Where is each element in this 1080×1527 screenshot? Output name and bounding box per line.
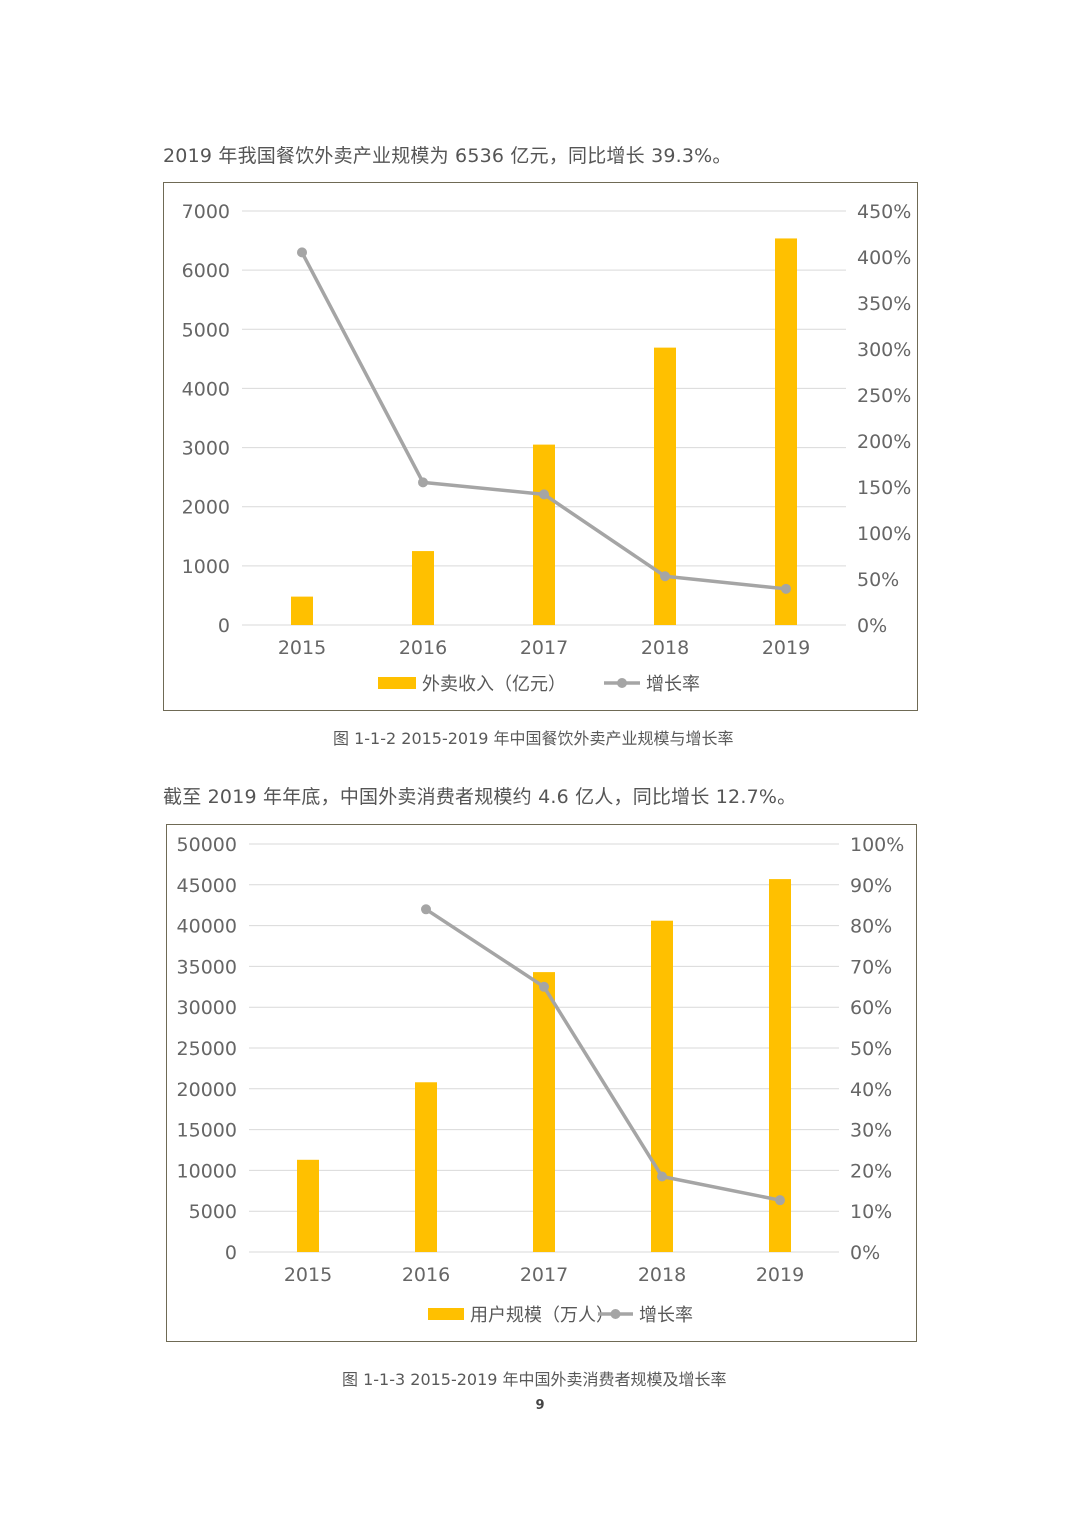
y-left-tick-label: 0 <box>225 1242 237 1264</box>
x-tick-label: 2018 <box>638 1264 686 1286</box>
y-left-tick-label: 5000 <box>189 1201 237 1223</box>
x-tick-label: 2016 <box>402 1264 450 1286</box>
bar <box>651 920 673 1252</box>
y-right-tick-label: 50% <box>857 569 899 591</box>
intro-text-revenue: 2019 年我国餐饮外卖产业规模为 6536 亿元，同比增长 39.3%。 <box>163 145 732 167</box>
growth-rate-point <box>418 477 428 488</box>
chart-users-svg: 0 5000 10000 15000 20000 25000 30000 35000 40000… <box>177 834 905 1326</box>
y-right-tick-label: 30% <box>850 1120 892 1142</box>
x-tick-label: 2015 <box>284 1264 332 1286</box>
y-left-tick-label: 0 <box>218 615 230 637</box>
x-tick-label: 2016 <box>399 637 447 659</box>
intro-text-users: 截至 2019 年年底，中国外卖消费者规模约 4.6 亿人，同比增长 12.7%… <box>163 786 797 808</box>
y-left-tick-label: 5000 <box>182 319 230 341</box>
x-tick-label: 2017 <box>520 1264 568 1286</box>
y-left-tick-label: 40000 <box>177 916 237 938</box>
y-right-tick-label: 50% <box>850 1038 892 1060</box>
y-right-tick-label: 40% <box>850 1079 892 1101</box>
chart-revenue-container: 0 1000 2000 3000 4000 5000 6000 7000 0% 50% 100% 15… <box>163 182 918 711</box>
x-tick-label: 2019 <box>756 1264 804 1286</box>
growth-rate-point <box>421 904 431 915</box>
y-left-tick-label: 50000 <box>177 834 237 856</box>
y-right-tick-label: 350% <box>857 293 911 315</box>
growth-rate-point <box>657 1171 667 1182</box>
growth-rate-point <box>660 571 670 582</box>
legend-line-marker <box>617 678 627 688</box>
y-right-tick-label: 0% <box>850 1242 880 1264</box>
x-tick-label: 2019 <box>762 637 810 659</box>
x-tick-label: 2018 <box>641 637 689 659</box>
x-tick-label: 2017 <box>520 637 568 659</box>
legend-line-marker <box>610 1309 621 1319</box>
bar <box>415 1082 437 1252</box>
y-right-tick-label: 150% <box>857 477 911 499</box>
y-left-tick-label: 20000 <box>177 1079 237 1101</box>
growth-rate-point <box>781 583 791 594</box>
y-left-tick-label: 6000 <box>182 260 230 282</box>
bar <box>412 551 434 625</box>
bar <box>533 444 555 625</box>
y-left-tick-label: 4000 <box>182 378 230 400</box>
x-tick-label: 2015 <box>278 637 326 659</box>
legend-line-label: 增长率 <box>646 674 700 695</box>
y-left-tick-label: 30000 <box>177 997 237 1019</box>
growth-rate-point <box>539 981 549 992</box>
y-right-tick-label: 200% <box>857 431 911 453</box>
legend-bar-label: 外卖收入（亿元） <box>422 674 566 695</box>
y-left-tick-label: 3000 <box>182 438 230 460</box>
legend-bar-label: 用户规模（万人） <box>470 1305 614 1326</box>
bar <box>297 1159 319 1252</box>
y-right-tick-label: 100% <box>857 523 911 545</box>
y-right-tick-label: 60% <box>850 997 892 1019</box>
y-right-tick-label: 400% <box>857 247 911 269</box>
y-right-tick-label: 80% <box>850 916 892 938</box>
legend-bar-swatch <box>378 677 416 689</box>
y-right-tick-label: 300% <box>857 339 911 361</box>
y-left-tick-label: 7000 <box>182 201 230 223</box>
chart-revenue-svg: 0 1000 2000 3000 4000 5000 6000 7000 0% 50% 100% 15… <box>182 201 912 695</box>
y-left-tick-label: 15000 <box>177 1120 237 1142</box>
y-right-tick-label: 10% <box>850 1201 892 1223</box>
growth-rate-point <box>539 489 549 500</box>
y-left-tick-label: 10000 <box>177 1160 237 1182</box>
bar <box>769 879 791 1252</box>
growth-rate-line <box>425 907 781 1202</box>
y-right-tick-label: 90% <box>850 875 892 897</box>
bar <box>654 347 676 625</box>
chart-users-container: 0 5000 10000 15000 20000 25000 30000 35000 40000… <box>166 824 917 1342</box>
growth-rate-point <box>297 247 307 258</box>
legend-line-label: 增长率 <box>639 1305 693 1326</box>
figure-caption-revenue: 图 1-1-2 2015-2019 年中国餐饮外卖产业规模与增长率 <box>333 729 734 748</box>
y-left-tick-label: 25000 <box>177 1038 237 1060</box>
page-number: 9 <box>535 1398 545 1413</box>
y-left-tick-label: 45000 <box>177 875 237 897</box>
figure-caption-users: 图 1-1-3 2015-2019 年中国外卖消费者规模及增长率 <box>342 1370 727 1389</box>
y-right-tick-label: 0% <box>857 615 887 637</box>
y-right-tick-label: 100% <box>850 834 904 856</box>
y-left-tick-label: 1000 <box>182 556 230 578</box>
y-left-tick-label: 2000 <box>182 497 230 519</box>
y-right-tick-label: 450% <box>857 201 911 223</box>
y-right-tick-label: 20% <box>850 1160 892 1182</box>
growth-rate-point <box>775 1195 785 1206</box>
y-right-tick-label: 70% <box>850 956 892 978</box>
legend-bar-swatch <box>428 1308 464 1320</box>
bar <box>533 972 555 1252</box>
bar <box>775 238 797 625</box>
y-left-tick-label: 35000 <box>177 956 237 978</box>
y-right-tick-label: 250% <box>857 385 911 407</box>
bar <box>291 596 313 625</box>
